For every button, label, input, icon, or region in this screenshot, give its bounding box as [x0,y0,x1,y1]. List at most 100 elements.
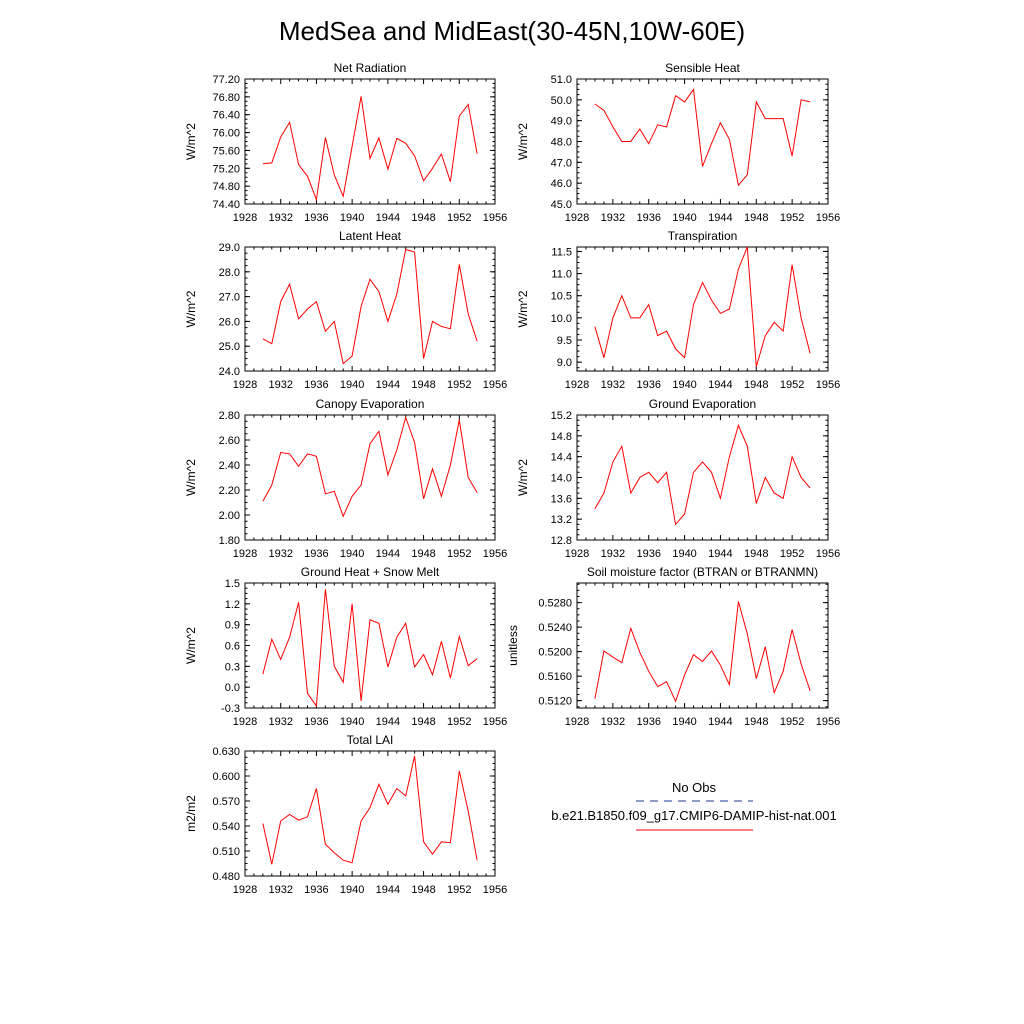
x-tick-label: 1936 [304,716,328,728]
x-tick-label: 1928 [565,548,589,560]
panel-title: Soil moisture factor (BTRAN or BTRANMN) [587,565,818,579]
series-line [262,755,478,865]
x-tick-label: 1944 [708,716,732,728]
x-tick-label: 1940 [340,379,364,391]
y-tick-label: 13.6 [551,493,572,505]
y-axis-label: W/m^2 [516,290,530,327]
x-tick-label: 1936 [636,716,660,728]
x-tick-label: 1948 [744,379,768,391]
x-tick-label: 1948 [744,548,768,560]
y-tick-label: 0.5160 [538,671,572,683]
x-tick-label: 1940 [340,716,364,728]
y-axis-label: W/m^2 [184,627,198,664]
x-tick-label: 1952 [447,884,471,896]
y-tick-label: 50.0 [551,95,572,107]
y-tick-label: 9.0 [557,357,572,369]
x-tick-label: 1956 [816,379,840,391]
y-tick-label: 9.5 [557,335,572,347]
x-tick-label: 1932 [268,379,292,391]
x-tick-label: 1936 [636,379,660,391]
y-axis-label: m2/m2 [184,795,198,832]
y-tick-label: 13.2 [551,514,572,526]
plot-frame [576,582,829,709]
y-tick-label: 0.3 [225,661,240,673]
panel-sensible-heat: Sensible Heat 1928 1932 1936 1940 1944 1948 195… [516,61,840,224]
x-tick-label: 1928 [565,716,589,728]
x-tick-label: 1956 [483,212,507,224]
y-tick-label: 1.2 [225,599,240,611]
x-tick-label: 1952 [780,379,804,391]
y-tick-label: 0.540 [212,821,240,833]
y-tick-label: 75.20 [212,163,240,175]
y-axis-label: W/m^2 [184,459,198,496]
x-tick-label: 1952 [447,716,471,728]
figure-title: MedSea and MidEast(30-45N,10W-60E) [279,16,745,46]
panel-title: Transpiration [668,229,738,243]
y-tick-label: 0.5200 [538,647,572,659]
plot-frame [576,414,829,541]
x-tick-label: 1948 [411,548,435,560]
y-tick-label: 1.80 [219,535,240,547]
series-line [594,246,811,367]
series-line [262,589,478,708]
y-axis-label: W/m^2 [516,459,530,496]
x-tick-label: 1944 [708,379,732,391]
x-tick-label: 1940 [672,212,696,224]
x-tick-label: 1940 [340,884,364,896]
y-tick-label: 74.40 [212,199,240,211]
y-tick-label: 29.0 [219,242,240,254]
x-tick-label: 1928 [233,548,257,560]
panel-total-lai: Total LAI 1928 1932 1936 1940 1944 1948 1952 195… [184,733,507,896]
x-tick-label: 1952 [780,212,804,224]
y-tick-label: 0.510 [212,846,240,858]
y-tick-label: 26.0 [219,316,240,328]
plot-frame [244,246,496,372]
x-tick-label: 1936 [304,212,328,224]
y-tick-label: 24.0 [219,366,240,378]
series-line [594,88,811,187]
y-tick-label: 10.5 [551,291,572,303]
y-tick-label: 14.0 [551,473,572,485]
x-tick-label: 1928 [233,212,257,224]
panel-net-radiation: Net Radiation 1928 1932 1936 1940 1944 1948 195… [184,61,507,224]
y-tick-label: 0.6 [225,641,240,653]
y-tick-label: 0.5240 [538,622,572,634]
x-tick-label: 1952 [447,379,471,391]
y-tick-label: 11.0 [551,269,572,281]
y-tick-label: 74.80 [212,181,240,193]
y-axis-label: unitless [506,625,520,666]
x-tick-label: 1932 [268,884,292,896]
x-tick-label: 1948 [744,212,768,224]
x-tick-label: 1952 [780,716,804,728]
panel-title: Ground Evaporation [649,397,756,411]
x-tick-label: 1928 [233,884,257,896]
x-tick-label: 1948 [411,884,435,896]
panel-ground-evaporation: Ground Evaporation 1928 1932 1936 1940 1944 19… [516,397,840,560]
y-tick-label: -0.3 [221,703,240,715]
plot-frame [576,78,829,205]
x-tick-label: 1956 [483,379,507,391]
series-line [594,423,811,526]
y-tick-label: 76.00 [212,128,240,140]
x-tick-label: 1940 [672,548,696,560]
y-tick-label: 25.0 [219,341,240,353]
x-tick-label: 1936 [636,548,660,560]
x-tick-label: 1936 [304,548,328,560]
x-tick-label: 1952 [447,548,471,560]
y-tick-label: 2.00 [219,510,240,522]
plot-frame [576,246,829,372]
y-tick-label: 75.60 [212,145,240,157]
x-tick-label: 1932 [601,379,625,391]
series-line [262,415,478,518]
panel-title: Net Radiation [334,61,407,75]
y-tick-label: 12.8 [551,535,572,547]
x-tick-label: 1956 [483,548,507,560]
x-tick-label: 1940 [672,379,696,391]
y-tick-label: 76.80 [212,92,240,104]
panel-title: Total LAI [347,733,394,747]
y-tick-label: 1.5 [225,578,240,590]
y-tick-label: 46.0 [551,178,572,190]
y-tick-label: 2.60 [219,435,240,447]
x-tick-label: 1944 [376,548,400,560]
